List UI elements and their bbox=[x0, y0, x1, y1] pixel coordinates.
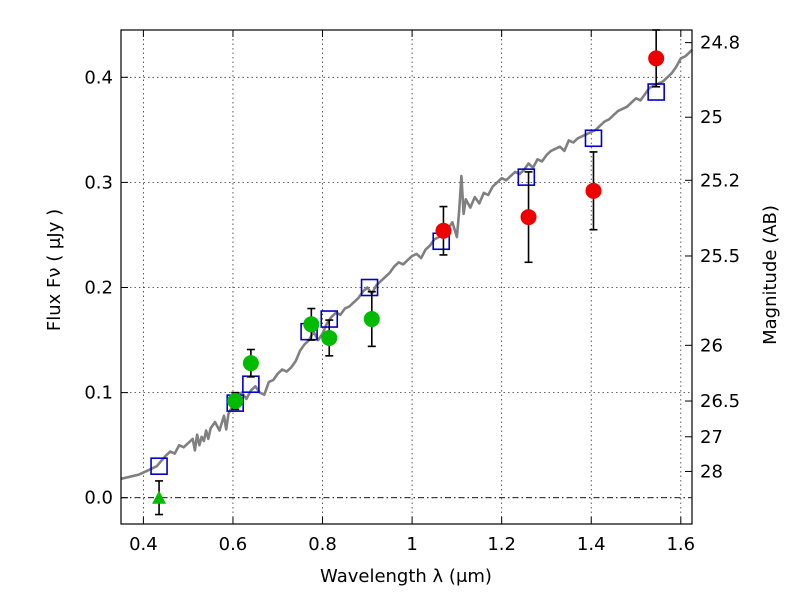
y-axis-title: Flux Fν ( μJy ) bbox=[44, 209, 65, 331]
y-tick-label: 0.2 bbox=[84, 278, 113, 299]
y-tick-label: 0.0 bbox=[84, 488, 113, 509]
magnitude-tick-label: 25.5 bbox=[700, 246, 740, 267]
x-tick-label: 0.8 bbox=[308, 534, 337, 555]
model-photometry-point bbox=[360, 278, 379, 297]
observed-nir-point bbox=[435, 222, 452, 239]
magnitude-tick-label: 28 bbox=[700, 461, 723, 482]
model-sed-line bbox=[120, 49, 693, 481]
observed-optical-point bbox=[227, 393, 244, 410]
x-tick-label: 1.4 bbox=[577, 534, 606, 555]
observed-nir-point bbox=[585, 182, 602, 199]
x-tick-label: 0.4 bbox=[129, 534, 158, 555]
grid-lines bbox=[121, 30, 692, 524]
model-photometry-point bbox=[150, 457, 168, 475]
y-tick-label: 0.4 bbox=[84, 67, 113, 88]
plot-frame bbox=[120, 29, 693, 525]
x-tick-label: 1.2 bbox=[487, 534, 516, 555]
magnitude-tick-label: 27 bbox=[700, 427, 723, 448]
x-tick-label: 0.6 bbox=[219, 534, 248, 555]
observed-optical-point bbox=[363, 311, 380, 328]
x-tick-label: 1.6 bbox=[666, 534, 695, 555]
x-tick-label: 1 bbox=[406, 534, 417, 555]
observed-nir-point bbox=[520, 209, 537, 226]
magnitude-tick-label: 25.2 bbox=[700, 170, 740, 191]
magnitude-tick-label: 24.8 bbox=[700, 33, 740, 54]
magnitude-tick-label: 26.5 bbox=[700, 391, 740, 412]
magnitude-tick-label: 25 bbox=[700, 107, 723, 128]
x-axis-title: Wavelength λ (μm) bbox=[320, 566, 492, 587]
model-photometry-point bbox=[584, 129, 603, 148]
plot-area bbox=[120, 29, 693, 516]
model-photometry-point bbox=[517, 168, 536, 186]
observed-optical-point bbox=[242, 355, 259, 372]
magnitude-tick-label: 26 bbox=[700, 335, 723, 356]
magnitude-axis-title: Magnitude (AB) bbox=[760, 205, 781, 345]
y-tick-label: 0.1 bbox=[84, 383, 113, 404]
axis-ticks: 0.4 0.6 0.8 1 1.2 1.4 1.6 0.0 0.1 0.2 0.3 0.4 24.8 25… bbox=[84, 30, 740, 555]
observed-nir-point bbox=[648, 50, 665, 67]
y-tick-label: 0.3 bbox=[84, 172, 113, 193]
observed-optical-point bbox=[321, 329, 338, 346]
observed-optical-point bbox=[303, 316, 320, 333]
upper-limit-marker bbox=[152, 490, 167, 504]
